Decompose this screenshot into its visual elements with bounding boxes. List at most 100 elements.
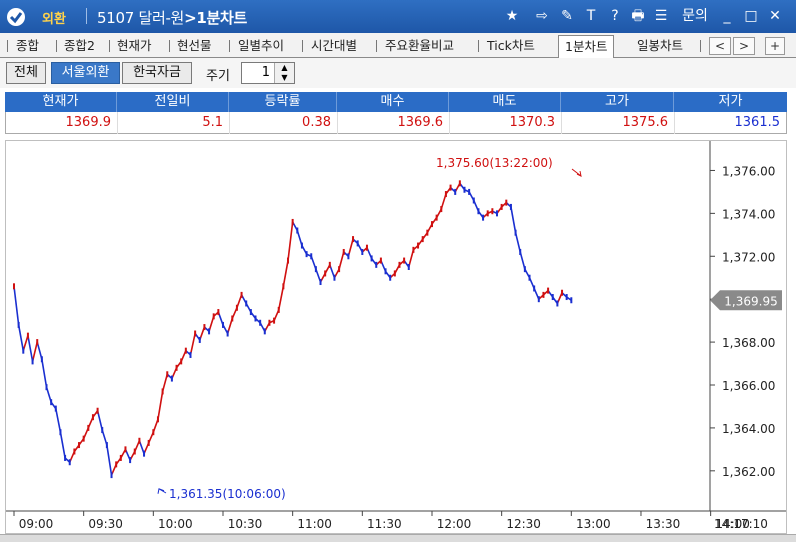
tab-daily-trend[interactable]: 일별추이 bbox=[238, 38, 285, 53]
tab-overview2[interactable]: 종합2 bbox=[64, 38, 95, 53]
current-value-tag bbox=[710, 290, 782, 311]
price-segment bbox=[514, 232, 522, 253]
price-segment bbox=[41, 359, 48, 388]
inquiry-button[interactable]: 문의 bbox=[682, 8, 708, 24]
price-point bbox=[138, 437, 141, 444]
font-icon[interactable]: T bbox=[586, 8, 596, 24]
price-point bbox=[324, 270, 327, 277]
price-point bbox=[458, 180, 461, 187]
price-point bbox=[486, 210, 489, 217]
tab-overview[interactable]: 종합 bbox=[16, 38, 40, 53]
price-point bbox=[509, 203, 512, 210]
x-tick-label: 10:30 bbox=[228, 517, 263, 531]
price-point bbox=[482, 214, 485, 221]
link-out-icon[interactable]: ⇨ bbox=[536, 8, 548, 24]
period-stepper[interactable]: 1 ▲ ▼ bbox=[241, 62, 295, 84]
app-logo-icon bbox=[7, 8, 25, 26]
price-point bbox=[328, 261, 331, 268]
price-point bbox=[477, 208, 480, 215]
price-point bbox=[523, 266, 526, 273]
price-point bbox=[333, 274, 336, 281]
tab-prev-button[interactable]: < bbox=[709, 37, 731, 55]
pen-icon[interactable]: ✎ bbox=[561, 8, 573, 24]
tab-1min-chart[interactable]: 1분차트 bbox=[558, 35, 615, 58]
price-point bbox=[393, 270, 396, 277]
x-tick-label: 09:00 bbox=[19, 517, 54, 531]
period-label: 주기 bbox=[206, 69, 230, 84]
price-point bbox=[389, 274, 392, 281]
tab-current-price[interactable]: 현재가 bbox=[117, 38, 152, 53]
quote-header-cell: 고가 bbox=[561, 92, 674, 112]
price-point bbox=[254, 315, 257, 322]
y-tick-label: 1,374.00 bbox=[722, 207, 775, 221]
high-annotation-arrow bbox=[571, 168, 582, 177]
price-point bbox=[361, 248, 364, 255]
price-point bbox=[45, 384, 48, 391]
price-segment bbox=[55, 408, 62, 433]
price-point bbox=[124, 446, 127, 453]
tab-separator bbox=[478, 40, 479, 52]
minimize-icon[interactable]: _ bbox=[723, 8, 731, 24]
tab-daily-chart[interactable]: 일봉차트 bbox=[637, 38, 684, 53]
tab-separator bbox=[56, 40, 57, 52]
price-segment bbox=[59, 432, 66, 459]
market-seoul-fx-button[interactable]: 서울외환 bbox=[51, 62, 120, 84]
x-tick-label: 09:30 bbox=[88, 517, 123, 531]
tab-add-button[interactable]: + bbox=[765, 37, 785, 55]
price-segment bbox=[282, 260, 289, 287]
maximize-icon[interactable]: □ bbox=[744, 8, 758, 24]
app-name: 외환 bbox=[42, 12, 66, 27]
price-point bbox=[384, 268, 387, 275]
price-point bbox=[73, 448, 76, 455]
market-all-button[interactable]: 전체 bbox=[6, 62, 46, 84]
market-korea-money-button[interactable]: 한국자금 bbox=[122, 62, 192, 84]
price-point bbox=[217, 309, 220, 316]
price-point bbox=[105, 442, 108, 449]
minute-chart-panel[interactable]: 1,376.001,374.001,372.001,370.001,368.00… bbox=[5, 140, 787, 534]
x-tick-label: 12:00 bbox=[437, 517, 472, 531]
price-point bbox=[556, 300, 559, 307]
print-icon[interactable]: 🖶 bbox=[631, 8, 645, 24]
tab-tick-chart[interactable]: Tick차트 bbox=[487, 38, 535, 53]
tab-separator bbox=[229, 40, 230, 52]
change-rate-value: 0.38 bbox=[230, 112, 338, 134]
price-point bbox=[26, 332, 29, 339]
screen-code: 5107 달러-원 bbox=[97, 9, 185, 27]
y-tick-label: 1,376.00 bbox=[722, 164, 775, 178]
price-point bbox=[22, 347, 25, 354]
price-point bbox=[430, 221, 433, 228]
price-point bbox=[291, 218, 294, 225]
x-tick-label: 13:00 bbox=[576, 517, 611, 531]
price-point bbox=[454, 188, 457, 195]
price-line-chart[interactable]: 1,376.001,374.001,372.001,370.001,368.00… bbox=[6, 141, 786, 533]
price-point bbox=[365, 244, 368, 251]
stepper-arrows-icon[interactable]: ▲ ▼ bbox=[274, 63, 294, 83]
tab-next-button[interactable]: > bbox=[733, 37, 755, 55]
price-point bbox=[407, 264, 410, 270]
price-point bbox=[463, 186, 466, 193]
price-point bbox=[59, 429, 62, 436]
tab-spot-futures[interactable]: 현선물 bbox=[177, 38, 212, 53]
price-point bbox=[96, 407, 99, 414]
price-point bbox=[208, 328, 211, 335]
tab-major-rates[interactable]: 주요환율비교 bbox=[385, 38, 455, 53]
tab-by-time[interactable]: 시간대별 bbox=[311, 38, 358, 53]
price-point bbox=[50, 399, 53, 406]
low-annotation-arrow bbox=[157, 488, 167, 494]
price-point bbox=[310, 253, 313, 260]
screen-title: 5107 달러-원>1분차트 bbox=[97, 7, 247, 28]
price-point bbox=[226, 330, 229, 337]
price-point bbox=[356, 240, 359, 247]
price-point bbox=[319, 279, 322, 286]
close-icon[interactable]: ✕ bbox=[769, 8, 781, 24]
price-point bbox=[221, 321, 224, 328]
quote-header-row: 현재가 전일비 등락률 매수 매도 고가 저가 bbox=[5, 92, 787, 112]
price-point bbox=[496, 210, 499, 217]
price-point bbox=[161, 388, 164, 395]
price-point bbox=[287, 257, 290, 264]
quote-header-cell: 저가 bbox=[718, 94, 743, 109]
help-icon[interactable]: ? bbox=[611, 8, 619, 24]
period-value[interactable]: 1 bbox=[261, 65, 270, 80]
list-icon[interactable]: ☰ bbox=[654, 8, 668, 24]
favorite-star-icon[interactable]: ★ bbox=[505, 8, 519, 24]
